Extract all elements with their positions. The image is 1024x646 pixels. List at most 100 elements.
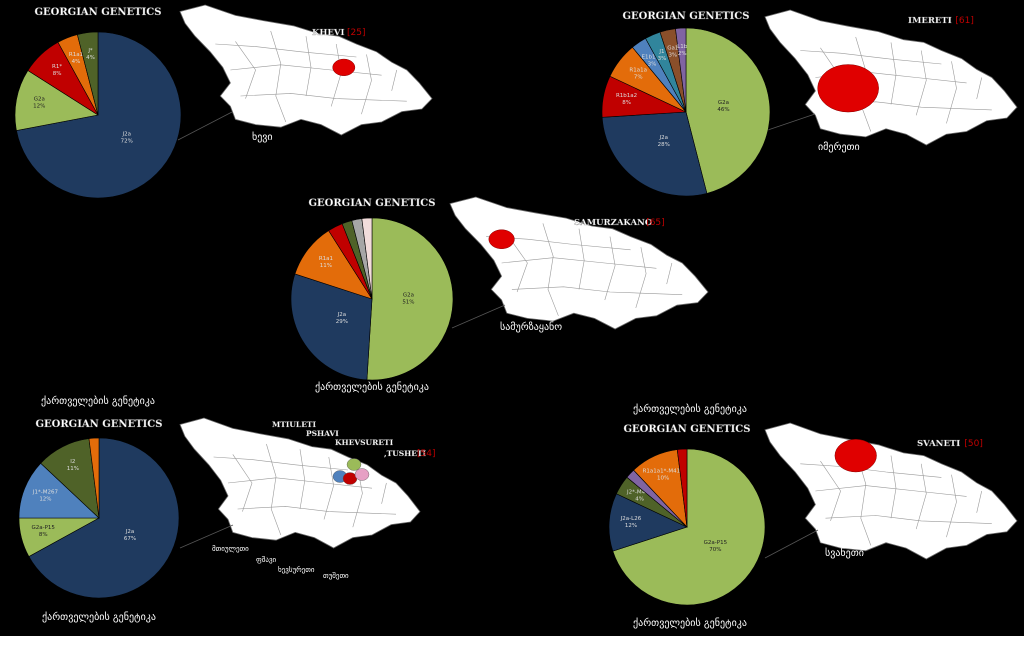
slice-label: 12% [625, 523, 637, 529]
region-map [179, 417, 421, 549]
district-border [976, 77, 982, 100]
slice-label: 29% [336, 319, 348, 325]
pie-slice-r1 [88, 437, 100, 519]
footer-caption: ქართველების გენეტიკა [633, 403, 747, 415]
georgia-map-outline [179, 4, 433, 136]
slice-label: J2a [337, 312, 347, 318]
slice-label: 3% [648, 61, 657, 67]
leader-line [177, 111, 233, 141]
highlighted-region [817, 64, 879, 113]
region-map [449, 196, 709, 330]
slice-label: G2a-P15 [31, 525, 55, 531]
bottom-strip [0, 636, 1024, 646]
text-layer: GEORGIAN GENETICS KHEVI [25] ხევი GEORGIAN G… [34, 7, 983, 629]
region-name: MTIULETI [272, 420, 317, 429]
region-name: PSHAVI [306, 429, 339, 438]
leader-line [451, 304, 506, 329]
district-border [501, 257, 657, 269]
region-name: KHEVSURETI [335, 438, 394, 447]
district-border [946, 61, 957, 124]
region-map [179, 4, 433, 136]
pie-chart: G2a46%J2a28%R1b1a28%R1a1a7%E1b1b13%J13%G… [601, 27, 771, 197]
pie-slice-j2a [290, 273, 373, 381]
slice-label: 11% [320, 263, 332, 269]
slice-label: 67% [124, 536, 136, 542]
highlighted-region [354, 468, 370, 481]
highlighted-region [834, 439, 877, 473]
district-border [511, 286, 683, 295]
district-border [361, 54, 372, 115]
district-border [976, 490, 982, 513]
slice-label: G2a [34, 96, 45, 102]
maps-layer [177, 4, 1018, 560]
slice-label: G2a-P15 [704, 540, 728, 546]
district-border [215, 43, 357, 58]
district-border [305, 36, 312, 97]
region-name-georgian: მთიულეთი [212, 545, 249, 553]
district-border [391, 69, 397, 91]
sample-size: [25] [347, 28, 365, 38]
region-name: SAMURZAKANO [574, 218, 653, 228]
footer-caption: ქართველების გენეტიკა [315, 381, 429, 393]
chart-title: GEORGIAN GENETICS [622, 11, 749, 22]
slice-label: R1a1 [319, 256, 333, 262]
georgia-map-outline [449, 196, 709, 330]
pie-slice-j2a [28, 437, 180, 599]
region-name-georgian: თუშეთი [323, 572, 349, 580]
slice-label: 8% [622, 100, 631, 106]
slice-label: 4% [635, 496, 644, 502]
district-border [506, 233, 528, 293]
georgia-map-outline [764, 9, 1018, 146]
slice-label: J1 [658, 49, 664, 55]
district-border [820, 460, 841, 521]
district-border [237, 506, 397, 515]
district-border [946, 474, 957, 538]
slice-label: 3% [658, 56, 667, 62]
pies-layer: J2a72%G2a12%R1*8%R1a14%J*4%G2a46%J2a28%R… [14, 27, 771, 606]
chart-title: GEORGIAN GENETICS [623, 424, 750, 435]
region-name-georgian: ხევსურეთი [278, 565, 315, 574]
slice-label: 46% [717, 107, 729, 113]
district-border [381, 482, 387, 504]
pie-slice-g2a [685, 27, 771, 194]
leader-line [179, 524, 234, 549]
district-border [232, 454, 253, 512]
slice-label: J2a [122, 131, 132, 137]
district-border [266, 443, 282, 536]
region-name: IMERETI [908, 16, 952, 26]
district-border [323, 456, 334, 520]
region-name: SVANETI [917, 439, 960, 449]
district-border [825, 515, 992, 524]
slice-label: Ga1 [667, 45, 678, 51]
district-border [666, 262, 673, 285]
slice-label: R1a1 [69, 52, 83, 58]
district-border [815, 485, 967, 497]
sample-size: [65] [646, 218, 664, 228]
district-border [299, 449, 306, 510]
pie-slice-g2a [14, 70, 99, 131]
slice-label: 12% [39, 496, 51, 502]
highlighted-region [346, 458, 362, 471]
pie-slice-j- [76, 31, 99, 116]
region-map [764, 9, 1018, 146]
slice-label: 4% [86, 55, 95, 61]
slice-label: 12% [33, 103, 45, 109]
pie-slice-j2a [16, 31, 182, 199]
district-border [890, 455, 897, 519]
district-border [542, 223, 559, 316]
district-border [635, 247, 647, 308]
slice-label: R1b1a2 [616, 93, 637, 99]
pie-slice-r1b [676, 448, 688, 528]
sample-size: [54] [417, 449, 435, 459]
slice-label: E1b1b1 [642, 54, 663, 60]
pie-slice-g2a [366, 217, 454, 381]
district-border [604, 236, 616, 301]
region-map [764, 422, 1018, 560]
slice-label: G2a [403, 293, 414, 299]
slice-label: 72% [121, 138, 133, 144]
